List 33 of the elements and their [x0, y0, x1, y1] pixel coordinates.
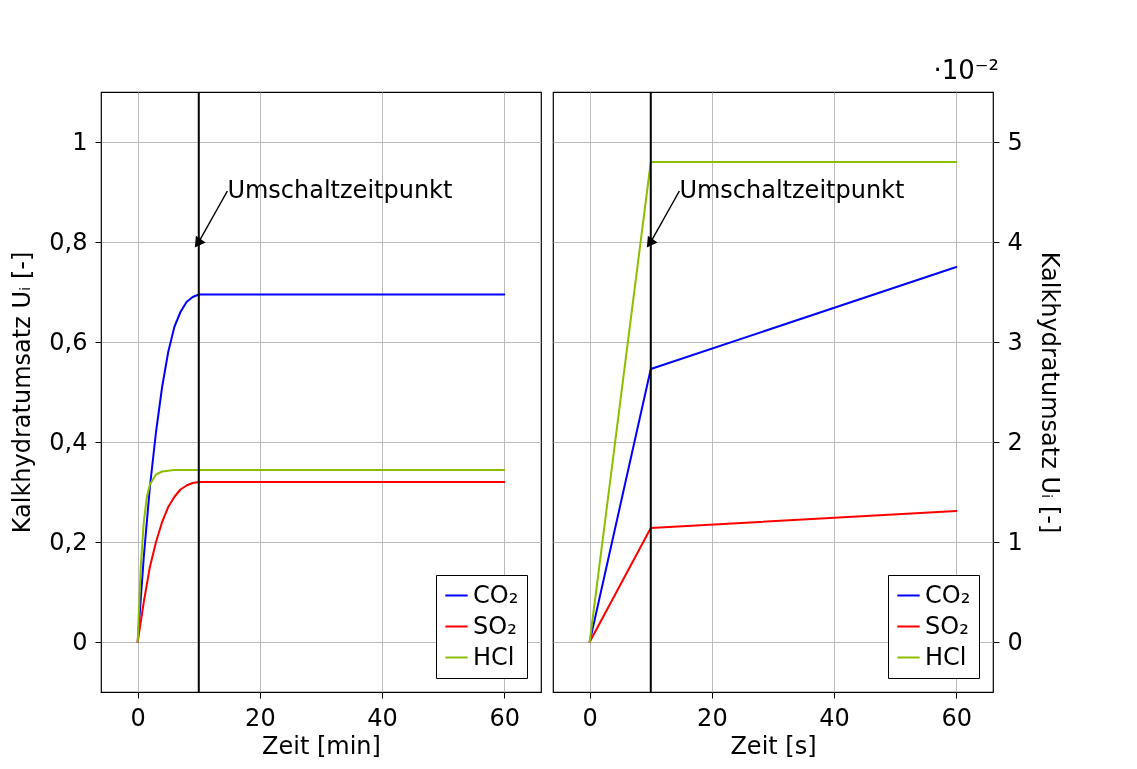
- x-tick-label: 60: [489, 703, 521, 732]
- ref-line-label: Umschaltzeitpunkt: [227, 176, 453, 204]
- y-tick-label: 0,8: [49, 227, 88, 256]
- legend-label: CO₂: [473, 580, 519, 609]
- text: ·10⁻²: [933, 55, 999, 85]
- x-axis-title: Zeit [min]: [262, 731, 381, 760]
- x-tick-label: 0: [130, 703, 146, 732]
- y2-axis-title: Kalkhydratumsatz Uᵢ [-]: [1035, 251, 1064, 534]
- y2-tick-label: 0: [1007, 627, 1023, 656]
- y-tick-label: 0,2: [49, 527, 88, 556]
- y-tick-label: 0,4: [49, 427, 88, 456]
- y-tick-label: 0: [72, 627, 88, 656]
- legend-label: SO₂: [473, 611, 517, 640]
- legend-label: SO₂: [925, 611, 969, 640]
- y-tick-label: 0,6: [49, 327, 88, 356]
- y2-tick-label: 5: [1007, 127, 1023, 156]
- x-tick-label: 20: [245, 703, 276, 732]
- x-tick-label: 20: [697, 703, 728, 732]
- x-tick-label: 60: [941, 703, 973, 732]
- legend-label: HCl: [925, 642, 967, 671]
- ref-line-label: Umschaltzeitpunkt: [679, 176, 905, 204]
- y-axis-title: Kalkhydratumsatz Uᵢ [-]: [8, 251, 37, 534]
- y2-tick-label: 4: [1007, 227, 1023, 256]
- legend-label: HCl: [473, 642, 515, 671]
- x-tick-label: 40: [819, 703, 850, 732]
- x-axis-title: Zeit [s]: [730, 731, 817, 760]
- legend-label: CO₂: [925, 580, 971, 609]
- x-tick-label: 0: [582, 703, 598, 732]
- y2-tick-label: 1: [1007, 527, 1023, 556]
- y-tick-label: 1: [72, 127, 88, 156]
- y2-tick-label: 2: [1007, 427, 1023, 456]
- y2-tick-label: 3: [1007, 327, 1023, 356]
- x-tick-label: 40: [367, 703, 398, 732]
